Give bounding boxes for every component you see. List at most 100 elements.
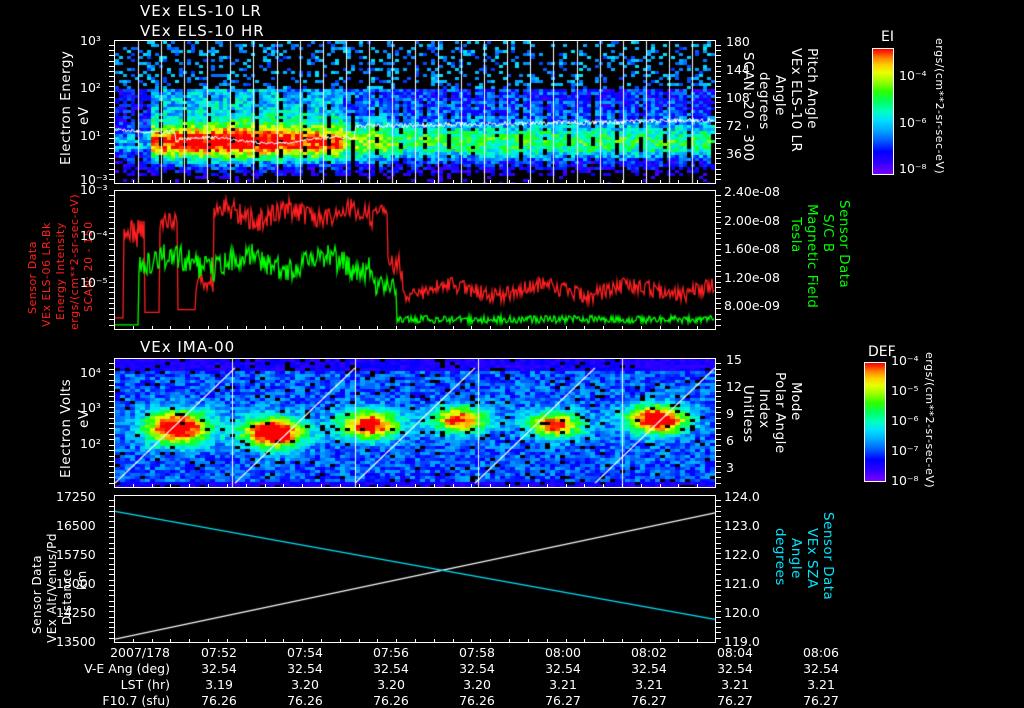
panel2-xaxis-tick [565,326,567,330]
panel3-rtick-3: 6 [726,433,734,448]
panel1-axis-tick [109,65,114,67]
panel3-axis-tick [109,460,114,462]
panel3-axis-tick [109,433,114,435]
table-cell: 3.20 [377,676,405,692]
panel4-axis-tick [716,621,721,623]
panel2-axis-tick [109,200,114,202]
panel4-axis-tick [716,574,721,576]
panel3-xaxis-tick [584,484,586,488]
panel4-ytick-2: 15750 [56,547,96,562]
panel1-xaxis-tick [471,180,473,184]
panel4-xaxis-tick [415,639,416,643]
panel4-left-label-a: Sensor Data [30,554,44,634]
panel4-xaxis-tick [226,639,228,643]
panel2-xaxis-tick [245,326,247,330]
panel2-xaxis-tick [603,326,605,330]
panel3-colorbar-tick-3: 10⁻⁷ [891,443,919,458]
panel2-xaxis-tick [358,326,360,330]
panel3-xaxis-tick [471,484,473,488]
panel4-right-label-b: VEx SZA [804,528,820,589]
panel2-axis-tick [716,238,721,240]
table-row-label: F10.7 (sfu) [102,692,170,708]
panel3-axis-tick [109,363,114,365]
panel2-axis-tick [716,216,721,218]
panel2-axis-tick [716,195,721,197]
panel4-rtick-4: 120.0 [724,605,760,620]
table-cell: 76.27 [545,692,581,708]
panel3-colorbar-tick-0: 10⁻⁴ [891,353,919,368]
panel2-axis-tick [716,206,721,208]
panel1-axis-tick [716,173,721,175]
panel4-axis-tick [716,590,721,592]
panel1-rtick-0: 180 [726,34,750,49]
panel4-axis-tick [716,600,721,602]
panel1-axis-tick [716,81,721,83]
panel4-xaxis-tick [584,639,586,643]
panel1-axis-tick [716,45,721,47]
panel2-axis-tick [716,276,721,278]
panel1-xaxis-tick [678,180,680,184]
panel3-colorbar-tick-4: 10⁻⁸ [891,473,919,488]
panel4-axis-tick [716,558,721,560]
bottom-data-table: 2007/178 07:52 07:54 07:56 07:58 08:00 08:02 08… [0,644,1024,708]
panel2-xaxis-tick [283,326,285,330]
panel2-xaxis-tick [264,326,266,330]
panel1-axis-tick [109,132,114,134]
panel2-axis-tick [109,233,114,235]
panel2-xaxis-tick [132,326,134,330]
panel2-axis-tick [109,222,114,224]
panel1-right-label-a: Pitch Angle [804,48,820,130]
panel1-colorbar [872,48,894,175]
panel1-xaxis-tick [603,180,605,184]
panel3-axis-tick [109,412,114,414]
panel4-axis-tick [716,569,721,570]
panel1-xaxis-tick [339,180,341,184]
panel1-xaxis-tick [452,180,454,184]
panel4-xaxis-tick [396,639,398,643]
panel1-axis-tick [716,153,721,155]
panel4-axis-tick [109,532,114,533]
panel3-axis-tick [716,412,721,414]
panel4-axis-tick [716,616,721,618]
panel4-xaxis-tick [245,639,247,643]
panel2-axis-tick [716,249,721,251]
panel1-xaxis-tick [151,180,153,184]
panel2-axis-tick [716,292,721,294]
panel3-right-label-c: Index [756,389,772,429]
panel4-axis-tick [716,637,721,639]
panel1-xaxis-tick [584,180,586,184]
panel1-axis-tick [109,163,114,165]
panel1-xaxis-tick [245,180,247,184]
panel1-left-axis-label: Electron Energy [58,50,74,165]
panel1-ytick-1: 10² [80,80,101,95]
panel2-xaxis-tick [302,326,304,330]
panel2-ytick-2: 10⁻⁵ [80,275,108,290]
table-cell: 76.26 [287,692,323,708]
panel2-left-label-a: Sensor Data [26,241,39,314]
panel4-axis-tick [716,510,721,512]
panel4-axis-tick [109,637,114,639]
panel4-right-label-c: Angle [788,538,804,579]
table-cell: 32.54 [545,660,581,676]
panel3-axis-tick [109,471,114,473]
panel1-xaxis-tick [415,180,416,184]
panel3-axis-tick [716,423,721,424]
panel1-xaxis-tick [170,180,172,184]
panel3-axis-tick [716,455,721,457]
panel3-colorbar [864,362,886,482]
panel2-left-label-d: ergs/(cm**2-sr-sec-eV) [68,193,81,330]
panel1-axis-tick [716,60,721,62]
panel1-axis-tick [716,168,721,170]
panel3-axis-tick [716,406,721,408]
table-cell: 07:56 [372,644,410,660]
table-cell: 3.21 [807,676,835,692]
panel3-rtick-0: 15 [726,352,742,367]
panel3-right-label-b: Polar Angle [772,372,788,454]
panel4-xaxis-tick [132,639,134,643]
panel4-axis-tick [716,526,721,528]
panel3-xaxis-tick [245,484,247,488]
panel2-axis-tick [109,254,114,256]
panel2-xaxis-tick [415,326,416,330]
panel3-xaxis-tick [527,484,529,488]
panel4-axis-tick [716,553,721,555]
